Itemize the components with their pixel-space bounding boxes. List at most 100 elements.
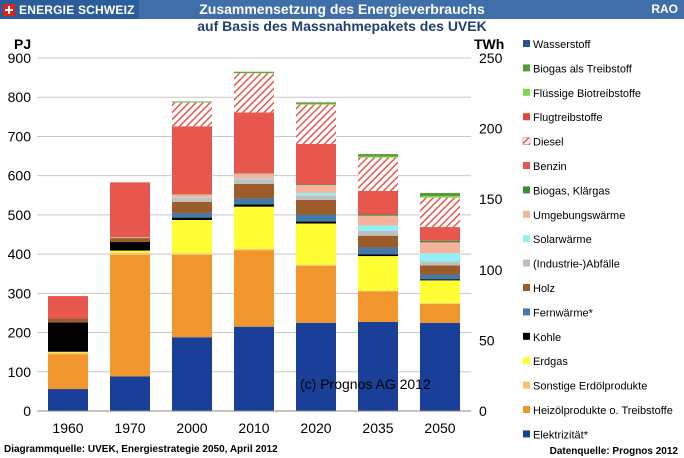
bar-segment (234, 326, 274, 411)
legend-label: Sonstige Erdölprodukte (533, 381, 647, 393)
bar-segment (172, 212, 212, 218)
bar-segment (172, 101, 212, 103)
legend-swatch (522, 137, 531, 145)
y-tick-label: 600 (8, 168, 32, 184)
bar-segment (420, 322, 460, 411)
legend-label: Holz (533, 283, 555, 295)
bar-segment (296, 264, 336, 266)
bar-segment (296, 103, 336, 105)
bar-segment (358, 215, 398, 226)
legend-swatch (523, 113, 530, 121)
bar-segment (296, 221, 336, 224)
legend-label: Erdgas (533, 356, 568, 368)
x-tick-label: 1960 (52, 420, 83, 436)
y2-tick-label: 100 (479, 262, 503, 278)
bar-segment (358, 156, 398, 158)
y-tick-label: 100 (8, 364, 32, 380)
bar-segment (296, 199, 336, 215)
y2-tick-label: 250 (479, 50, 503, 66)
legend-label: Fernwärme* (533, 307, 594, 319)
bar-segment (172, 194, 212, 198)
x-tick-label: 2020 (300, 420, 331, 436)
legend-swatch (523, 357, 530, 365)
bar-segment (234, 73, 274, 113)
legend-swatch (523, 210, 530, 218)
bar-segment (110, 241, 150, 251)
bar-segment (358, 290, 398, 292)
bar-segment (420, 240, 460, 243)
legend-label: Flüssige Biotreibstoffe (533, 88, 641, 100)
bar-segment (234, 183, 274, 199)
legend-swatch (523, 88, 530, 96)
bar-segment (110, 254, 150, 377)
legend-label: Kohle (533, 332, 561, 344)
x-axis: 1960 1970 2000 2010 2020 2035 2050 (37, 410, 471, 436)
bar-segment (358, 154, 398, 157)
legend-swatch (523, 308, 530, 316)
swiss-flag-icon (3, 3, 15, 16)
y2-tick-label: 150 (479, 191, 503, 207)
legend-swatch (523, 284, 530, 291)
y-tick-label: 0 (23, 403, 31, 419)
bar-segment (358, 190, 398, 215)
y-tick-label: 300 (8, 285, 32, 301)
bar-segment (110, 376, 150, 411)
legend-label: Umgebungswärme (533, 210, 625, 222)
bar-segment (172, 102, 212, 127)
bar-segment (358, 254, 398, 257)
bar-segment (296, 192, 336, 196)
bar-segment (296, 195, 336, 200)
diagram-source: Diagrammquelle: UVEK, Energiestrategie 2… (4, 444, 278, 455)
bar-segment (358, 256, 398, 291)
bar-segment (296, 102, 336, 104)
copyright-annotation: (c) Prognos AG 2012 (300, 376, 431, 392)
bar-segment (234, 206, 274, 250)
bar-segment (420, 227, 460, 241)
y-tick-label: 900 (8, 50, 32, 66)
bar-segment (234, 249, 274, 251)
y-tick-label: 500 (8, 207, 32, 223)
y-tick-label: 800 (8, 89, 32, 105)
brand-badge: ENERGIE SCHWEIZ (0, 0, 139, 19)
legend-swatch (523, 430, 530, 438)
bar-segment (420, 197, 460, 228)
bars (48, 71, 460, 411)
bar-segment (110, 252, 150, 255)
bar-segment (234, 198, 274, 205)
y-axis-left: 0 100 200 300 400 500 600 700 800 900 (8, 50, 32, 419)
y-tick-label: 400 (8, 246, 32, 262)
bar-segment (48, 389, 88, 411)
legend-swatch (523, 259, 530, 267)
bar-segment (234, 250, 274, 327)
y2-tick-label: 0 (479, 403, 487, 419)
legend-label: Flugtreibstoffe (533, 112, 603, 124)
data-source: Datenquelle: Prognos 2012 (549, 446, 678, 457)
bar-segment (358, 235, 398, 248)
bar-segment (420, 303, 460, 304)
bar-segment (420, 265, 460, 275)
bar-segment (110, 250, 150, 253)
bar-segment (420, 280, 460, 304)
legend-swatch (523, 64, 530, 72)
title-bar (0, 0, 684, 19)
bar-segment (234, 112, 274, 174)
legend-swatch (523, 40, 530, 47)
y2-axis-unit: TWh (474, 36, 504, 52)
y-axis-right: 0 50 100 150 200 250 (479, 50, 503, 419)
bar-segment (234, 178, 274, 180)
x-tick-label: 1970 (114, 420, 145, 436)
bar-segment (420, 253, 460, 262)
bar-segment (48, 296, 88, 319)
bar-segment (358, 291, 398, 322)
bar-segment (296, 223, 336, 265)
bar-segment (234, 204, 274, 207)
bar-segment (48, 318, 88, 323)
bar-segment (172, 253, 212, 255)
bar-segment (420, 196, 460, 198)
y-tick-label: 200 (8, 325, 32, 341)
legend-swatch (523, 162, 530, 169)
chart-title: Zusammensetzung des Energieverbrauchs (199, 1, 485, 17)
y-axis-unit: PJ (14, 36, 31, 52)
x-tick-label: 2010 (238, 420, 269, 436)
legend-swatch (523, 332, 530, 340)
